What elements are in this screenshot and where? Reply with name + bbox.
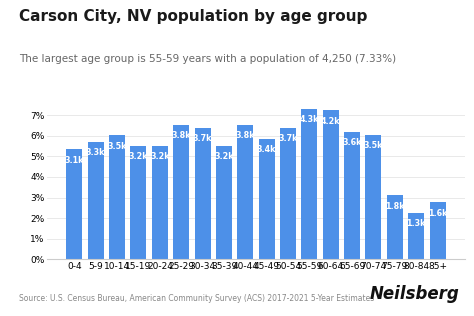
Text: 3.6k: 3.6k (342, 138, 362, 147)
Bar (344, 131, 360, 259)
Text: 4.2k: 4.2k (321, 117, 340, 125)
Text: 1.6k: 1.6k (428, 209, 447, 218)
Text: 3.8k: 3.8k (172, 131, 191, 140)
Bar (88, 142, 104, 259)
Text: 4.3k: 4.3k (300, 115, 319, 124)
Text: 3.1k: 3.1k (64, 155, 84, 165)
Text: 3.7k: 3.7k (193, 134, 212, 143)
Text: Carson City, NV population by age group: Carson City, NV population by age group (19, 9, 367, 24)
Text: 3.5k: 3.5k (364, 142, 383, 150)
Bar (323, 110, 339, 259)
Bar (66, 149, 82, 259)
Bar (152, 146, 168, 259)
Text: 3.8k: 3.8k (236, 131, 255, 140)
Text: 3.2k: 3.2k (214, 152, 234, 161)
Bar (109, 136, 125, 259)
Bar (365, 135, 382, 259)
Text: 3.5k: 3.5k (107, 142, 127, 151)
Text: 3.2k: 3.2k (128, 152, 148, 161)
Bar (237, 125, 253, 259)
Text: The largest age group is 55-59 years with a population of 4,250 (7.33%): The largest age group is 55-59 years wit… (19, 54, 396, 64)
Bar (408, 213, 424, 259)
Bar (387, 195, 403, 259)
Bar (130, 146, 146, 259)
Bar (216, 146, 232, 259)
Bar (194, 128, 210, 259)
Text: 3.4k: 3.4k (257, 145, 276, 154)
Text: 3.3k: 3.3k (86, 149, 106, 157)
Bar (429, 203, 446, 259)
Bar (173, 125, 189, 259)
Bar (301, 109, 318, 259)
Bar (259, 139, 274, 259)
Text: Neilsberg: Neilsberg (370, 285, 460, 303)
Text: 3.7k: 3.7k (278, 134, 298, 143)
Text: Source: U.S. Census Bureau, American Community Survey (ACS) 2017-2021 5-Year Est: Source: U.S. Census Bureau, American Com… (19, 295, 374, 303)
Bar (280, 128, 296, 259)
Text: 1.8k: 1.8k (385, 202, 405, 210)
Text: 1.3k: 1.3k (406, 219, 426, 228)
Text: 3.2k: 3.2k (150, 152, 170, 161)
